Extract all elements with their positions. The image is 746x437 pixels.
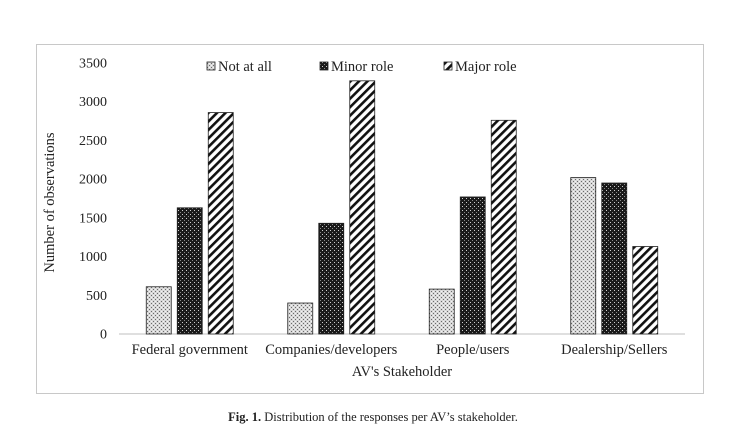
y-tick-label: 3500: [79, 57, 107, 72]
legend-swatch: [443, 61, 453, 71]
bar-chart: 0 500 1000 1500 2000 2500 3000 3500 Number of ob…: [42, 57, 685, 380]
x-tick-label: Dealership/Sellers: [561, 342, 668, 358]
y-tick-label: 1500: [79, 211, 107, 226]
legend-label: Not at all: [218, 59, 272, 75]
bar: [207, 112, 234, 335]
bar: [318, 222, 345, 335]
bar: [287, 302, 314, 335]
y-tick-label: 500: [86, 289, 107, 304]
bar: [490, 119, 517, 335]
bar: [632, 246, 659, 335]
bar: [176, 207, 203, 335]
figure-label: Fig. 1.: [228, 410, 262, 424]
x-tick-label: Federal government: [132, 342, 248, 358]
legend-label: Minor role: [331, 59, 393, 75]
y-tick-label: 3000: [79, 95, 107, 110]
y-tick-label: 2000: [79, 173, 107, 188]
bar: [145, 286, 172, 335]
bar: [428, 288, 455, 335]
figure-caption: Fig. 1. Distribution of the responses pe…: [0, 410, 746, 425]
x-axis-label: AV's Stakeholder: [352, 364, 452, 380]
figure-caption-text: Distribution of the responses per AV’s s…: [264, 410, 518, 424]
bar: [570, 177, 597, 335]
legend-label: Major role: [455, 59, 517, 75]
y-axis-label: Number of observations: [42, 132, 58, 272]
x-tick-label: People/users: [436, 342, 510, 358]
legend-swatch: [319, 61, 329, 71]
y-tick-label: 0: [100, 328, 107, 343]
bar: [601, 182, 628, 335]
chart-frame: 0 500 1000 1500 2000 2500 3000 3500 Number of ob…: [36, 44, 704, 394]
legend-swatch: [206, 61, 216, 71]
x-tick-label: Companies/developers: [265, 342, 397, 358]
bar: [349, 80, 376, 335]
bar: [459, 196, 486, 335]
y-tick-label: 2500: [79, 134, 107, 149]
y-tick-label: 1000: [79, 250, 107, 265]
